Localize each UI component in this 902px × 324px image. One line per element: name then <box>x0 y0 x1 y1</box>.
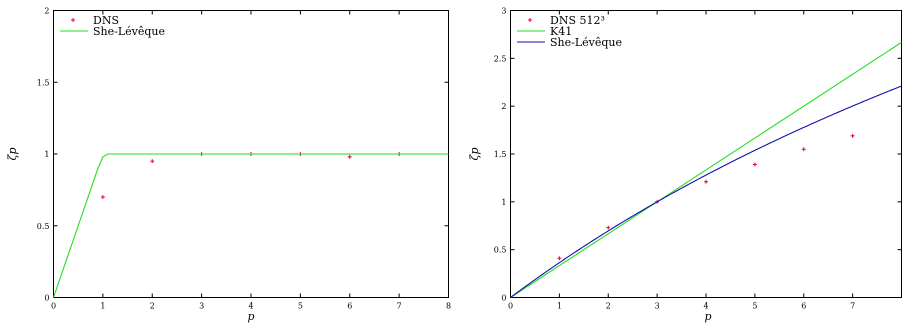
right-xtick-label: 5 <box>752 302 757 311</box>
right-legend-label: DNS 512³ <box>550 14 605 27</box>
right-data-point <box>557 256 562 261</box>
right-xtick-label: 6 <box>801 302 806 311</box>
right-legend-label: She-Lévêque <box>550 36 622 49</box>
right-xtick-label: 3 <box>655 302 660 311</box>
right-data-point <box>606 225 611 230</box>
left-legend-label: DNS <box>93 14 119 27</box>
left-xtick-label: 3 <box>199 302 204 311</box>
left-xtick-label: 8 <box>446 302 451 311</box>
right-xtick-label: 4 <box>703 302 708 311</box>
left-data-point <box>150 159 155 164</box>
left-xtick-label: 6 <box>347 302 352 311</box>
right-ytick-label: 0.5 <box>494 246 507 255</box>
left-legend-label: She-Lévêque <box>93 25 165 38</box>
right-ylabel: ζp <box>468 147 481 160</box>
left-xtick-label: 2 <box>150 302 155 311</box>
left-ytick-label: 1 <box>44 150 49 159</box>
left-marks <box>52 152 449 298</box>
right-xtick-label: 0 <box>508 302 513 311</box>
left-ytick-label: 0.5 <box>37 222 50 231</box>
left-ticks: 0 1 2 3 4 5 6 7 8 0 0.5 1 1.5 2 <box>37 7 451 311</box>
right-xtick-label: 7 <box>850 302 855 311</box>
right-xtick-label: 1 <box>557 302 562 311</box>
right-xtick-label: 2 <box>606 302 611 311</box>
right-series-line-1 <box>510 41 902 298</box>
left-ytick-label: 0 <box>44 294 49 303</box>
right-chart: 0 1 2 3 4 5 6 7 0 0.5 1 1.5 2 2.5 3 p ζp DNS 512³K41Sh… <box>468 7 902 323</box>
left-data-point <box>347 154 352 159</box>
right-xlabel: p <box>704 310 711 323</box>
right-series-line-2 <box>510 85 902 298</box>
right-data-point <box>850 133 855 138</box>
left-series-line-1 <box>52 153 449 298</box>
right-ytick-label: 1.5 <box>494 150 507 159</box>
left-xtick-label: 7 <box>397 302 402 311</box>
right-ytick-label: 1 <box>501 198 506 207</box>
right-marks <box>510 41 902 298</box>
left-ytick-label: 1.5 <box>37 78 50 87</box>
left-xtick-label: 1 <box>100 302 105 311</box>
left-data-point <box>100 195 105 200</box>
left-xlabel: p <box>247 310 254 323</box>
right-plot-frame <box>510 10 902 298</box>
right-ytick-label: 2 <box>501 102 506 111</box>
right-data-point <box>752 162 757 167</box>
right-ytick-label: 3 <box>501 7 506 16</box>
left-xtick-label: 5 <box>298 302 303 311</box>
right-ytick-label: 0 <box>501 294 506 303</box>
left-xtick-label: 4 <box>248 302 253 311</box>
left-ytick-label: 2 <box>44 7 49 16</box>
right-data-point <box>704 179 708 184</box>
left-ylabel: ζp <box>6 147 19 160</box>
right-legend-label: K41 <box>550 25 572 38</box>
right-ticks: 0 1 2 3 4 5 6 7 0 0.5 1 1.5 2 2.5 3 <box>494 7 902 311</box>
left-xtick-label: 0 <box>51 302 56 311</box>
right-ytick-label: 2.5 <box>494 54 507 63</box>
right-data-point <box>801 147 806 152</box>
